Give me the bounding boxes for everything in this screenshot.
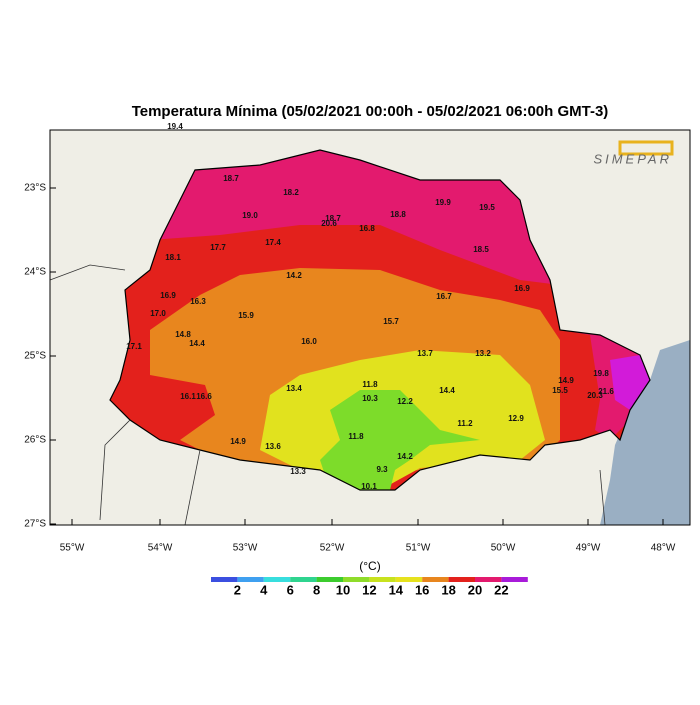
colorbar-segment [343, 577, 370, 582]
station-value: 14.4 [189, 339, 205, 348]
station-value: 13.7 [417, 349, 433, 358]
station-value: 13.3 [290, 467, 306, 476]
station-value: 13.2 [475, 349, 491, 358]
colorbar-label: 18 [441, 582, 455, 597]
station-value: 18.2 [283, 188, 299, 197]
title: Temperatura Mínima (05/02/2021 00:00h - … [132, 103, 609, 120]
station-value: 20.3 [587, 391, 603, 400]
lon-label: 50°W [491, 543, 516, 554]
colorbar-segment [369, 577, 396, 582]
colorbar-label: 8 [313, 582, 320, 597]
station-value: 19.9 [435, 198, 451, 207]
map-frame [49, 129, 691, 526]
station-value: 11.8 [362, 380, 378, 389]
station-value: 18.8 [390, 210, 406, 219]
colorbar-segment [475, 577, 502, 582]
station-value: 14.9 [558, 376, 574, 385]
colorbar-segment [501, 577, 528, 582]
lon-label: 53°W [233, 543, 258, 554]
lat-label: 25°S [24, 351, 46, 362]
lat-label: 26°S [24, 435, 46, 446]
station-value: 14.8 [175, 330, 191, 339]
station-value: 18.5 [473, 245, 489, 254]
lon-label: 49°W [576, 543, 601, 554]
station-value: 19.0 [242, 211, 258, 220]
lon-label: 52°W [320, 543, 345, 554]
colorbar-segment [422, 577, 449, 582]
lon-label: 51°W [406, 543, 431, 554]
colorbar-label: 4 [260, 582, 268, 597]
station-value: 16.0 [301, 337, 317, 346]
station-value: 14.9 [230, 437, 246, 446]
colorbar-segment [211, 577, 238, 582]
station-value: 16.7 [436, 292, 452, 301]
station-value: 14.2 [286, 271, 302, 280]
station-value: 10.3 [362, 394, 378, 403]
lon-label: 54°W [148, 543, 173, 554]
station-value: 18.7 [223, 174, 239, 183]
station-value: 16.9 [160, 291, 176, 300]
station-value: 21.6 [598, 387, 614, 396]
station-value: 18.1 [165, 253, 181, 262]
station-value: 16.9 [514, 284, 530, 293]
station-value: 16.6 [196, 392, 212, 401]
station-value: 14.4 [439, 386, 455, 395]
station-value: 16.8 [359, 224, 375, 233]
station-value: 17.4 [265, 238, 281, 247]
station-value: 19.5 [479, 203, 495, 212]
station-value: 17.7 [210, 243, 226, 252]
station-value: 11.8 [348, 432, 364, 441]
station-value: 10.1 [361, 482, 377, 491]
colorbar-label: 22 [494, 582, 508, 597]
ocean [600, 340, 690, 525]
colorbar-segment [448, 577, 475, 582]
station-value: 17.1 [126, 342, 142, 351]
station-value: 11.2 [457, 419, 473, 428]
colorbar-label: 12 [362, 582, 376, 597]
station-value: 15.5 [552, 386, 568, 395]
station-value: 17.0 [150, 309, 166, 318]
lat-label: 23°S [24, 183, 46, 194]
station-value: 9.3 [376, 465, 388, 474]
logo: SIMEPAR [593, 151, 672, 166]
lon-label: 55°W [60, 543, 85, 554]
station-value: 19.4 [167, 122, 183, 131]
colorbar-label: 2 [234, 582, 241, 597]
station-value: 12.2 [397, 397, 413, 406]
colorbar-unit: (°C) [359, 559, 380, 573]
lat-label: 27°S [24, 519, 46, 530]
temperature-field [110, 150, 650, 490]
station-value: 15.7 [383, 317, 399, 326]
station-value: 18.7 [325, 214, 341, 223]
station-value: 13.6 [265, 442, 281, 451]
station-value: 13.4 [286, 384, 302, 393]
colorbar-segment [237, 577, 264, 582]
colorbar-label: 20 [468, 582, 482, 597]
colorbar-label: 16 [415, 582, 429, 597]
colorbar-label: 10 [336, 582, 350, 597]
station-value: 15.9 [238, 311, 254, 320]
colorbar-segment [316, 577, 343, 582]
lat-label: 24°S [24, 267, 46, 278]
station-value: 12.9 [508, 414, 524, 423]
station-value: 16.1 [180, 392, 196, 401]
station-value: 20.6 [321, 219, 337, 228]
station-value: 16.3 [190, 297, 206, 306]
neighbor-borders [49, 264, 606, 526]
station-value: 14.2 [397, 452, 413, 461]
colorbar-segment [263, 577, 291, 582]
colorbar-segment [395, 577, 423, 582]
generated: 23°S 24°S 25°S 26°S 27°S 55°W 54°W 53°W 52°W 51°W… [24, 122, 676, 597]
colorbar-label: 6 [287, 582, 294, 597]
colorbar-segment [290, 577, 317, 582]
station-value: 19.8 [593, 369, 609, 378]
logo-icon [618, 140, 674, 156]
colorbar-label: 14 [389, 582, 404, 597]
lon-label: 48°W [651, 543, 676, 554]
